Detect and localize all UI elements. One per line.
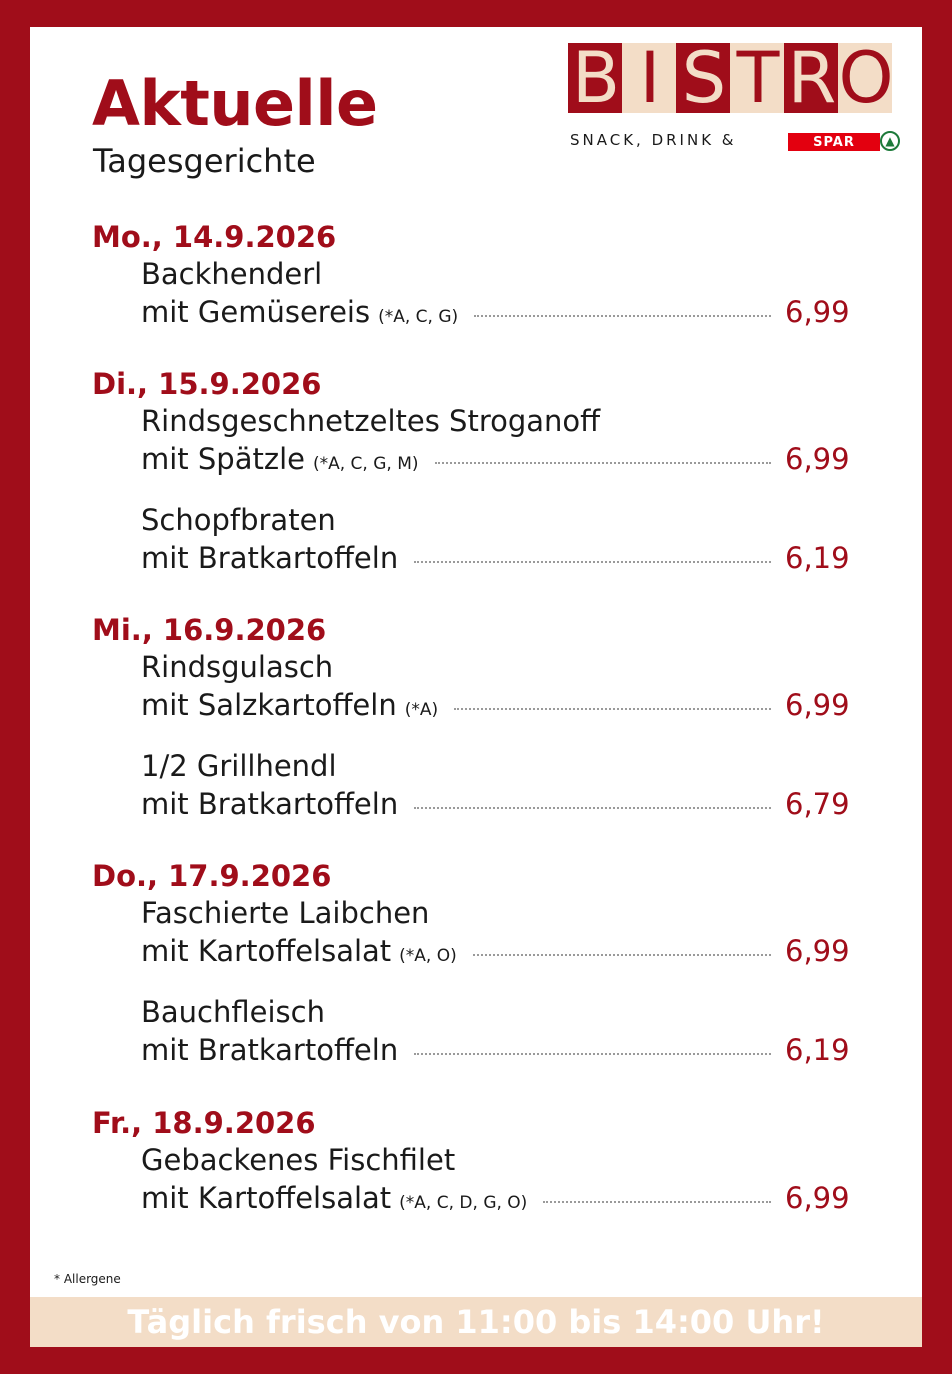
menu-sheet: Aktuelle Tagesgerichte B I S T R O SNACK…	[30, 27, 922, 1347]
allergen-footnote: * Allergene	[54, 1272, 121, 1286]
dish-allergens: (*A)	[404, 700, 439, 720]
dish-side: mit Kartoffelsalat	[141, 934, 392, 968]
logo-letter: T	[730, 43, 784, 113]
dish-name: Bauchfleisch	[141, 995, 325, 1029]
day-heading: Mo., 14.9.2026	[92, 220, 337, 254]
dish-price: 6,99	[785, 934, 850, 968]
dish-side: mit Spätzle	[141, 442, 305, 476]
page-subtitle: Tagesgerichte	[93, 142, 316, 180]
page-title: Aktuelle	[92, 67, 378, 140]
dish-price: 6,99	[785, 1181, 850, 1215]
dot-leader	[414, 807, 771, 809]
dish-allergens: (*A, C, D, G, O)	[399, 1193, 528, 1213]
logo-letter: I	[622, 43, 676, 113]
dish-price: 6,99	[785, 295, 850, 329]
dish-allergens: (*A, O)	[399, 946, 457, 966]
dish-side: mit Bratkartoffeln	[141, 541, 399, 575]
dish-price: 6,19	[785, 541, 850, 575]
logo-letter: O	[838, 37, 894, 119]
dish-side: mit Bratkartoffeln	[141, 1033, 399, 1067]
dish-price: 6,79	[785, 787, 850, 821]
logo-tagline: SNACK, DRINK &	[570, 131, 737, 149]
dot-leader	[434, 462, 771, 464]
dish-side: mit Bratkartoffeln	[141, 787, 399, 821]
logo-letter: B	[568, 43, 622, 113]
dish-price: 6,19	[785, 1033, 850, 1067]
dish-price: 6,99	[785, 688, 850, 722]
bistro-logo: B I S T R O SNACK, DRINK & SPAR ▲	[568, 37, 900, 159]
dish-name: Gebackenes Fischfilet	[141, 1143, 456, 1177]
dish-name: Backhenderl	[141, 257, 323, 291]
day-heading: Do., 17.9.2026	[92, 859, 332, 893]
dot-leader	[414, 1053, 771, 1055]
dot-leader	[414, 561, 771, 563]
dish-name: Faschierte Laibchen	[141, 896, 430, 930]
day-heading: Di., 15.9.2026	[92, 367, 322, 401]
dish-side: mit Gemüsereis	[141, 295, 371, 329]
logo-letter: S	[676, 43, 730, 113]
dot-leader	[474, 315, 771, 317]
spar-tree-icon: ▲	[880, 131, 900, 151]
dish-name: Rindsgeschnetzeltes Stroganoff	[141, 404, 601, 438]
opening-hours-banner: Täglich frisch von 11:00 bis 14:00 Uhr!	[30, 1297, 922, 1347]
logo-letter: R	[784, 43, 838, 113]
dot-leader	[543, 1201, 771, 1203]
dish-name: Rindsgulasch	[141, 650, 334, 684]
logo-wordmark: B I S T R O	[568, 37, 894, 119]
dish-side: mit Salzkartoffeln	[141, 688, 397, 722]
dot-leader	[454, 708, 771, 710]
day-heading: Mi., 16.9.2026	[92, 613, 327, 647]
dish-allergens: (*A, C, G, M)	[312, 454, 419, 474]
dish-side: mit Kartoffelsalat	[141, 1181, 392, 1215]
dish-name: Schopfbraten	[141, 503, 336, 537]
dish-allergens: (*A, C, G)	[378, 307, 459, 327]
dot-leader	[472, 954, 771, 956]
day-heading: Fr., 18.9.2026	[92, 1106, 316, 1140]
spar-logo: SPAR	[788, 133, 880, 151]
dish-price: 6,99	[785, 442, 850, 476]
dish-name: 1/2 Grillhendl	[141, 749, 337, 783]
